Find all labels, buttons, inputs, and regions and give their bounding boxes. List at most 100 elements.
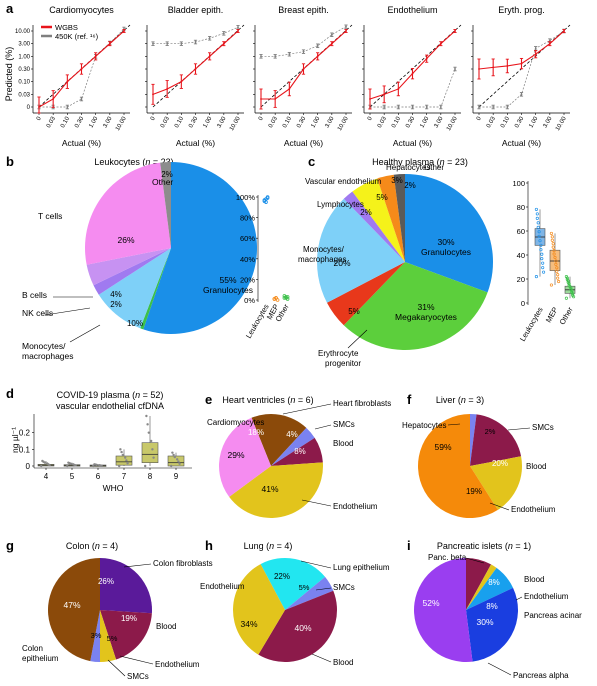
endo-label: Endothelium xyxy=(155,660,200,669)
cardio-label: Cardiomyocytes xyxy=(207,418,264,427)
x-tick-label: 0.30 xyxy=(296,115,307,129)
panel-g-letter: g xyxy=(6,538,14,553)
leader-smc xyxy=(315,587,332,591)
smc-label: SMCs xyxy=(532,423,554,432)
lymph-label: Lymphocytes xyxy=(317,200,364,209)
box-point xyxy=(549,283,553,287)
blood-label: Blood xyxy=(333,439,353,448)
blood-pct: 19% xyxy=(121,614,137,623)
pie-c-slice-0 xyxy=(405,174,494,293)
panel-e: e Heart ventricles (n = 6) 18% 4% 8% 41% 29%… xyxy=(205,392,391,518)
alpha-label: Pancreas alpha xyxy=(513,671,569,680)
lymph-pct: 2% xyxy=(360,208,372,217)
x-tick-label: 3.00 xyxy=(103,115,114,129)
d-point xyxy=(119,448,122,451)
pie-c-slice-2 xyxy=(326,262,405,326)
data-point xyxy=(425,106,428,108)
d-point xyxy=(124,456,127,459)
panel-i-title: Pancreatic islets (n = 1) xyxy=(437,541,531,551)
d-point xyxy=(92,464,95,468)
d-point xyxy=(150,439,153,443)
box-point xyxy=(541,266,545,270)
blood-pct: 8% xyxy=(294,447,306,456)
nk-pct: 2% xyxy=(110,300,122,309)
acinar-pct: 8% xyxy=(486,602,498,611)
data-point xyxy=(208,55,211,58)
panel-a-subplot-2: Breast epith. 0 0.03 0.10 0.30 1.00 3.00 10.00 A… xyxy=(253,5,353,148)
data-point xyxy=(80,98,83,100)
pie-healthy-plasma: 30%Granulocytes 31%Megakaryocytes 20% 5% 2% 5… xyxy=(298,163,494,368)
pie-b-slice-2 xyxy=(98,248,171,329)
other-pct: 2% xyxy=(404,181,416,190)
data-point xyxy=(492,106,495,108)
pie-e-slice-2 xyxy=(271,437,323,466)
box-y-tick-label: 0 xyxy=(521,299,525,308)
ery-label-2: progenitor xyxy=(325,359,361,368)
pie-e-slice-4 xyxy=(219,417,271,497)
data-point xyxy=(383,106,386,108)
blood-pct: 8% xyxy=(488,578,500,587)
ery-label-1: Erythrocyte xyxy=(318,349,359,358)
panel-d-title2: vascular endothelial cfDNA xyxy=(56,401,164,411)
data-point xyxy=(330,33,333,36)
box-cat-label: Leukocytes xyxy=(518,305,545,343)
subplot-title: Endothelium xyxy=(387,5,437,15)
d-point xyxy=(151,448,154,451)
d-point xyxy=(172,453,175,457)
pie-b-slice-3 xyxy=(93,248,171,295)
data-point xyxy=(548,42,551,45)
vasc-pct: 5% xyxy=(376,193,388,202)
data-point xyxy=(194,41,197,43)
panel-h-title: Lung (n = 4) xyxy=(244,541,293,551)
endo-label: Endothelium xyxy=(333,502,378,511)
x-tick-label: 0.03 xyxy=(268,115,279,129)
data-point xyxy=(506,65,509,67)
data-point xyxy=(66,106,69,108)
pie-colon: 26% 19% 5% 3% 47% Colon fibroblasts Blood Endot… xyxy=(22,558,213,681)
data-point xyxy=(166,42,169,45)
endo-label: Endothelium xyxy=(200,582,245,591)
x-tick-label: 0 xyxy=(150,115,157,121)
box-point xyxy=(555,269,559,273)
box-point xyxy=(552,252,556,256)
d-point xyxy=(118,464,121,468)
tcells-pct: 26% xyxy=(117,235,134,245)
ery-pct: 5% xyxy=(348,307,360,316)
y-tick-label: 0.30 xyxy=(18,67,30,73)
data-point xyxy=(520,93,523,96)
pie-b-slice-0 xyxy=(143,162,258,334)
x-tick-label: 1.00 xyxy=(419,115,430,129)
x-axis-label: Actual (%) xyxy=(393,138,432,148)
d-box xyxy=(141,442,159,463)
data-point xyxy=(439,106,442,108)
x-tick-label: 0.30 xyxy=(514,115,525,129)
box-point xyxy=(571,293,575,297)
d-point xyxy=(177,460,180,463)
x-tick-label: 10.00 xyxy=(115,115,128,132)
x-tick-label: 0.10 xyxy=(500,115,511,129)
pie-g-slice-2 xyxy=(100,610,117,662)
data-point xyxy=(492,66,495,69)
pie-i-slice-1 xyxy=(466,564,497,610)
d-point xyxy=(126,462,129,465)
panel-a-legend: WGBS 450K (ref. ¹⁶) xyxy=(41,23,99,41)
smc-pct: 2% xyxy=(485,427,496,436)
pie-c-slice-1 xyxy=(343,262,488,350)
pie-c-slice-6 xyxy=(377,174,405,262)
subplot-title: Bladder epith. xyxy=(168,5,224,15)
tcells-label: T cells xyxy=(38,211,62,221)
panel-d-xlabel: WHO xyxy=(103,483,124,493)
x-tick-label: 1.00 xyxy=(310,115,321,129)
box-covid: 0 0.1 0.2 4 5 6 7 8 9 xyxy=(19,414,192,481)
x-tick-label: 10.00 xyxy=(337,115,350,132)
x-tick-label: 0.10 xyxy=(282,115,293,129)
x-tick-label: 0.30 xyxy=(188,115,199,129)
strip-cat-label: Leukocytes xyxy=(244,302,271,340)
box-y-tick-label: 100 xyxy=(512,179,525,188)
strip-point xyxy=(274,296,278,300)
pie-h-slice-3 xyxy=(233,564,285,655)
x-tick-label: 10.00 xyxy=(555,115,568,132)
